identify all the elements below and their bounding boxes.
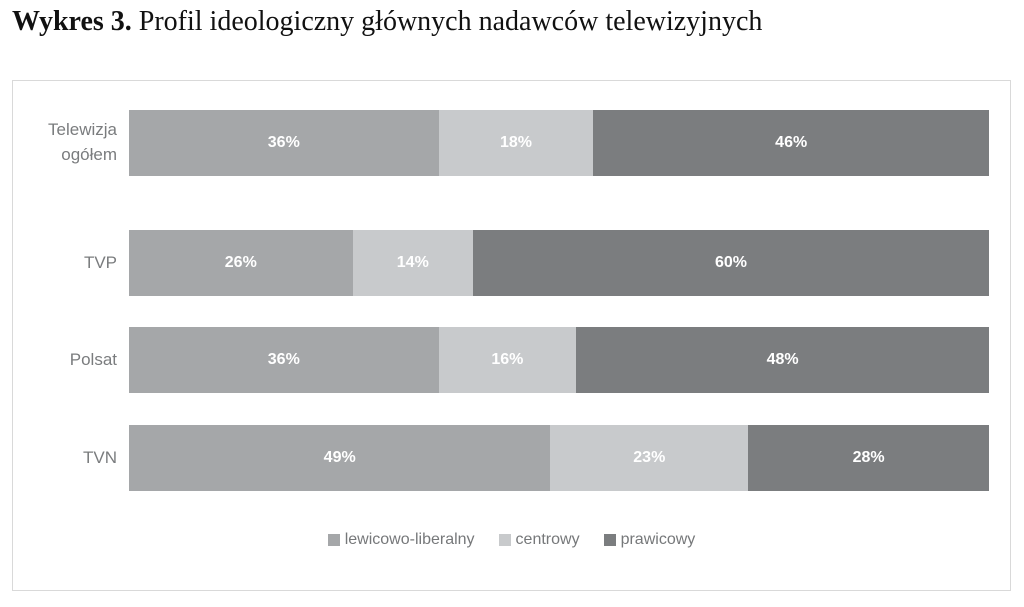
segment-value-label: 60% (714, 254, 747, 271)
chart-legend: lewicowo-liberalny centrowy prawicowy (13, 531, 1010, 549)
segment-value-label: 26% (224, 254, 257, 271)
bar-segment-centrowy: 18% (438, 110, 594, 176)
bar-segment-centrowy: 16% (438, 327, 577, 393)
legend-swatch-icon (327, 534, 340, 546)
category-label: Telewizja ogółem (48, 120, 117, 164)
segment-value-label: 14% (396, 254, 429, 271)
bar-track: 26% 14% 60% (129, 230, 989, 296)
category-label: TVP (83, 252, 117, 272)
bar-segment-lewicowo-liberalny: 49% (129, 425, 551, 491)
segment-value-label: 46% (775, 134, 808, 151)
legend-item-prawicowy: prawicowy (603, 531, 696, 549)
bar-segment-centrowy: 14% (352, 230, 473, 296)
bar-segment-prawicowy: 60% (472, 230, 989, 296)
segment-value-label: 48% (766, 351, 799, 368)
bar-segment-prawicowy: 48% (576, 327, 989, 393)
chart-plot-area: Telewizja ogółem 36% 18% 46% TVP 26% 14% 60% Pol… (12, 80, 1011, 591)
segment-value-label: 36% (267, 134, 300, 151)
legend-label: lewicowo-liberalny (344, 531, 475, 548)
bar-segment-lewicowo-liberalny: 26% (129, 230, 353, 296)
bar-track: 36% 16% 48% (129, 327, 989, 393)
category-label: TVN (83, 447, 117, 467)
segment-value-label: 28% (852, 449, 885, 466)
legend-label: centrowy (515, 531, 580, 548)
category-label: Polsat (69, 349, 117, 369)
segment-value-label: 49% (323, 449, 356, 466)
legend-swatch-icon (498, 534, 511, 546)
chart-title-text: Profil ideologiczny głównych nadawców te… (131, 6, 763, 37)
bar-track: 36% 18% 46% (129, 110, 989, 176)
bar-track: 49% 23% 28% (129, 425, 989, 491)
bar-segment-centrowy: 23% (550, 425, 749, 491)
legend-label: prawicowy (620, 531, 696, 548)
segment-value-label: 18% (499, 134, 532, 151)
chart-title: Wykres 3. Profil ideologiczny głównych n… (12, 6, 762, 38)
bar-segment-prawicowy: 28% (748, 425, 989, 491)
bar-segment-lewicowo-liberalny: 36% (129, 327, 439, 393)
bar-segment-lewicowo-liberalny: 36% (129, 110, 439, 176)
bar-row: Polsat 36% 16% 48% (13, 327, 1010, 393)
bar-row: TVP 26% 14% 60% (13, 230, 1010, 296)
bar-row: TVN 49% 23% 28% (13, 425, 1010, 491)
bar-segment-prawicowy: 46% (593, 110, 989, 176)
legend-swatch-icon (603, 534, 616, 546)
bar-row: Telewizja ogółem 36% 18% 46% (13, 110, 1010, 176)
segment-value-label: 36% (267, 351, 300, 368)
chart-title-prefix: Wykres 3. (12, 6, 132, 37)
legend-item-centrowy: centrowy (498, 531, 580, 549)
segment-value-label: 23% (633, 449, 666, 466)
segment-value-label: 16% (491, 351, 524, 368)
legend-item-lewicowo-liberalny: lewicowo-liberalny (327, 531, 475, 549)
